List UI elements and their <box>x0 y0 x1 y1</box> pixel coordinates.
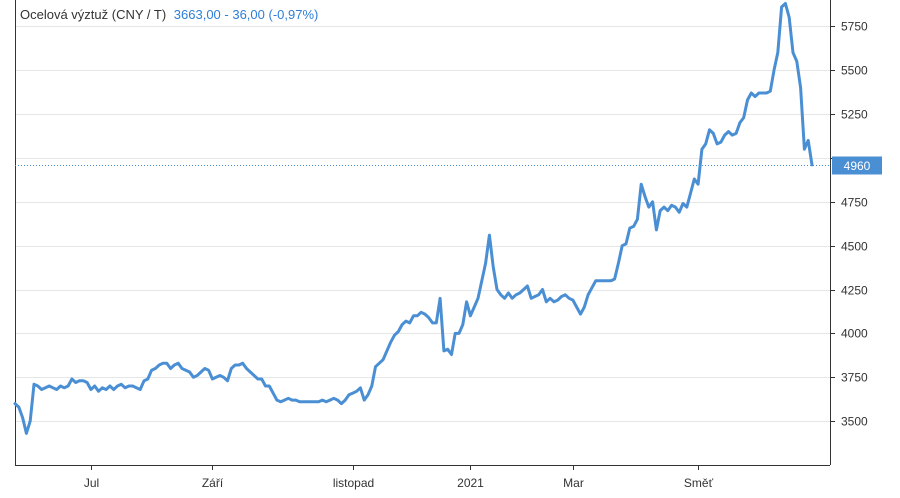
y-tick-label: 4750 <box>841 196 868 210</box>
x-tick-label: 2021 <box>457 476 484 490</box>
x-tick-label: Jul <box>84 476 99 490</box>
y-tick-label: 5750 <box>841 20 868 34</box>
x-tick-label: listopad <box>333 476 374 490</box>
x-axis-ticks: Jul Září listopad 2021 Mar Směť <box>84 465 714 490</box>
axes <box>15 0 835 466</box>
y-tick-label: 4250 <box>841 284 868 298</box>
y-tick-label: 5500 <box>841 64 868 78</box>
price-series-line[interactable] <box>13 2 814 435</box>
y-tick-label: 3750 <box>841 371 868 385</box>
price-quote: 3663,00 - 36,00 (-0,97%) <box>173 7 319 22</box>
grid-lines <box>15 26 830 422</box>
y-axis-ticks: 3500 3750 4000 4250 4500 4750 5250 5500 5750 <box>841 20 868 429</box>
y-tick-label: 4500 <box>841 240 868 254</box>
chart-title: Ocelová výztuž (CNY / T) 3663,00 - 36,00… <box>20 7 318 22</box>
x-tick-label: Září <box>202 476 224 490</box>
x-tick-label: Směť <box>684 476 714 490</box>
last-value-badge <box>832 156 882 175</box>
series-layer <box>13 2 814 435</box>
last-value-label: 4960 <box>844 159 871 173</box>
y-tick-label: 4000 <box>841 327 868 341</box>
y-tick-label: 3500 <box>841 415 868 429</box>
last-value-marker: 4960 <box>15 156 882 175</box>
instrument-name: Ocelová výztuž (CNY / T) <box>20 7 167 22</box>
x-tick-label: Mar <box>563 476 584 490</box>
y-tick-label: 5250 <box>841 108 868 122</box>
